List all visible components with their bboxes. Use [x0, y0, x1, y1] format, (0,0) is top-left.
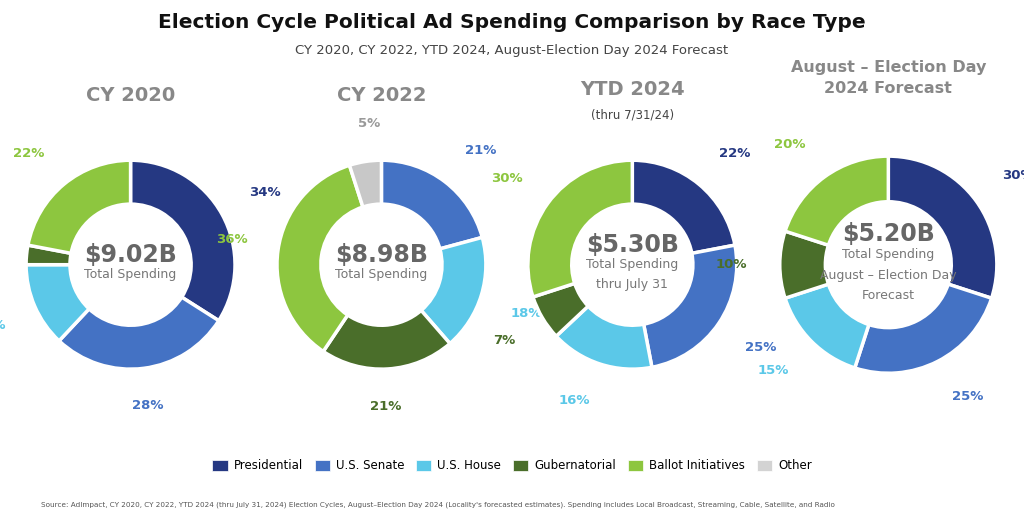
Text: 34%: 34%: [250, 186, 282, 199]
Text: Total Spending: Total Spending: [84, 268, 177, 281]
Wedge shape: [556, 306, 652, 369]
Text: 10%: 10%: [716, 258, 748, 271]
Wedge shape: [888, 156, 996, 298]
Text: $8.98B: $8.98B: [335, 243, 428, 267]
Wedge shape: [381, 160, 482, 249]
Text: 13%: 13%: [0, 319, 6, 332]
Text: 15%: 15%: [757, 364, 788, 377]
Text: 21%: 21%: [465, 144, 496, 157]
Text: August – Election Day
2024 Forecast: August – Election Day 2024 Forecast: [791, 60, 986, 96]
Text: Source: AdImpact, CY 2020, CY 2022, YTD 2024 (thru July 31, 2024) Election Cycle: Source: AdImpact, CY 2020, CY 2022, YTD …: [41, 501, 835, 508]
Wedge shape: [28, 160, 131, 253]
Wedge shape: [324, 310, 450, 369]
Wedge shape: [632, 160, 735, 253]
Text: (thru 7/31/24): (thru 7/31/24): [591, 109, 674, 122]
Wedge shape: [532, 283, 588, 336]
Text: 21%: 21%: [370, 400, 401, 414]
Wedge shape: [130, 160, 234, 321]
Text: 28%: 28%: [132, 400, 164, 413]
Text: 16%: 16%: [559, 394, 591, 407]
Text: $5.30B: $5.30B: [586, 233, 679, 257]
Text: 7%: 7%: [494, 334, 515, 347]
Text: 25%: 25%: [952, 390, 984, 403]
Wedge shape: [59, 297, 219, 369]
Text: $9.02B: $9.02B: [84, 243, 177, 267]
Text: Total Spending: Total Spending: [586, 258, 679, 271]
Text: 5%: 5%: [357, 116, 380, 130]
Text: CY 2020: CY 2020: [86, 86, 175, 105]
Text: thru July 31: thru July 31: [596, 278, 669, 291]
Wedge shape: [278, 165, 362, 351]
Text: $5.20B: $5.20B: [842, 222, 935, 246]
Text: YTD 2024: YTD 2024: [580, 80, 685, 99]
Text: Total Spending: Total Spending: [842, 248, 935, 261]
Text: 36%: 36%: [216, 233, 248, 246]
Text: August – Election Day: August – Election Day: [820, 268, 956, 281]
Text: Forecast: Forecast: [862, 289, 914, 302]
Text: 20%: 20%: [774, 138, 806, 151]
Text: Election Cycle Political Ad Spending Comparison by Race Type: Election Cycle Political Ad Spending Com…: [158, 13, 866, 32]
Wedge shape: [26, 245, 71, 265]
Text: Total Spending: Total Spending: [335, 268, 428, 281]
Wedge shape: [780, 231, 828, 298]
Text: 22%: 22%: [719, 147, 751, 160]
Wedge shape: [855, 284, 991, 373]
Text: 30%: 30%: [1002, 169, 1024, 182]
Text: CY 2020, CY 2022, YTD 2024, August-Election Day 2024 Forecast: CY 2020, CY 2022, YTD 2024, August-Elect…: [296, 44, 728, 57]
Text: 18%: 18%: [511, 307, 542, 320]
Text: 25%: 25%: [744, 341, 776, 354]
Wedge shape: [421, 237, 485, 344]
Wedge shape: [349, 160, 382, 207]
Text: CY 2022: CY 2022: [337, 86, 426, 105]
Wedge shape: [644, 245, 736, 367]
Text: 30%: 30%: [490, 172, 522, 185]
Wedge shape: [26, 265, 89, 341]
Wedge shape: [528, 160, 633, 297]
Legend: Presidential, U.S. Senate, U.S. House, Gubernatorial, Ballot Initiatives, Other: Presidential, U.S. Senate, U.S. House, G…: [212, 459, 812, 472]
Wedge shape: [785, 156, 889, 245]
Text: 22%: 22%: [12, 147, 44, 160]
Wedge shape: [785, 284, 869, 368]
